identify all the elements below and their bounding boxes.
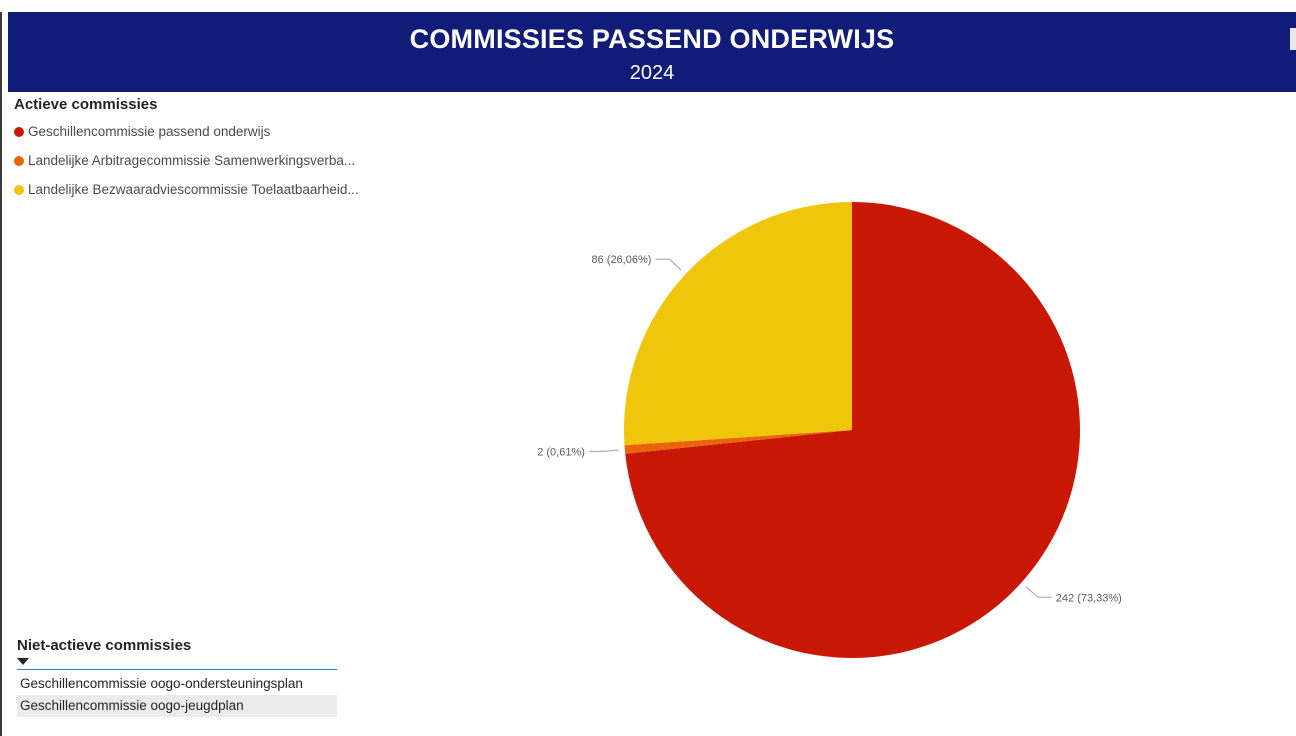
page-subtitle-year: 2024: [629, 62, 675, 84]
slice-leader-line: [588, 449, 619, 452]
page-title: COMMISSIES PASSEND ONDERWIJS: [409, 24, 895, 54]
slice-data-label: 242 (73,33%): [1056, 592, 1122, 604]
pie-slice[interactable]: [624, 430, 852, 454]
slice-leader-line: [655, 258, 682, 271]
slicer-title: Niet-actieve commissies: [17, 637, 192, 654]
slice-data-label: 86 (26,06%): [591, 254, 651, 266]
legend-item[interactable]: Landelijke Bezwaaradviescommissie Toelaa…: [14, 175, 394, 204]
legend-item-label: Landelijke Bezwaaradviescommissie Toelaa…: [28, 182, 359, 197]
legend-item-label: Landelijke Arbitragecommissie Samenwerki…: [28, 153, 356, 168]
legend-dot-icon: [14, 184, 24, 195]
slice-leader-line: [1025, 586, 1052, 598]
legend-item-label: Geschillencommissie passend onderwijs: [28, 124, 271, 139]
pie-slice[interactable]: [623, 202, 852, 446]
report-header: COMMISSIES PASSEND ONDERWIJS 2024: [8, 12, 1296, 92]
visual-header-marker[interactable]: [1290, 28, 1296, 50]
slicer-item[interactable]: Geschillencommissie oogo-ondersteuningsp…: [20, 676, 303, 691]
inactive-commissions-slicer: Niet-actieve commissies Geschillencommis…: [17, 636, 337, 717]
legend-item[interactable]: Geschillencommissie passend onderwijs: [14, 117, 394, 146]
legend-dot-icon: [14, 126, 24, 137]
slice-data-label: 2 (0,61%): [537, 446, 585, 458]
pie-slice[interactable]: [625, 202, 1080, 658]
legend-item[interactable]: Landelijke Arbitragecommissie Samenwerki…: [14, 146, 394, 175]
sort-caret-down-icon[interactable]: [17, 658, 29, 665]
slicer-divider: [17, 669, 337, 670]
chart-legend: Actieve commissies Geschillencommissie p…: [14, 95, 394, 204]
top-strip: [0, 0, 1296, 12]
slicer-item[interactable]: Geschillencommissie oogo-jeugdplan: [17, 695, 337, 717]
legend-dot-icon: [14, 155, 24, 166]
legend-title: Actieve commissies: [14, 96, 158, 113]
